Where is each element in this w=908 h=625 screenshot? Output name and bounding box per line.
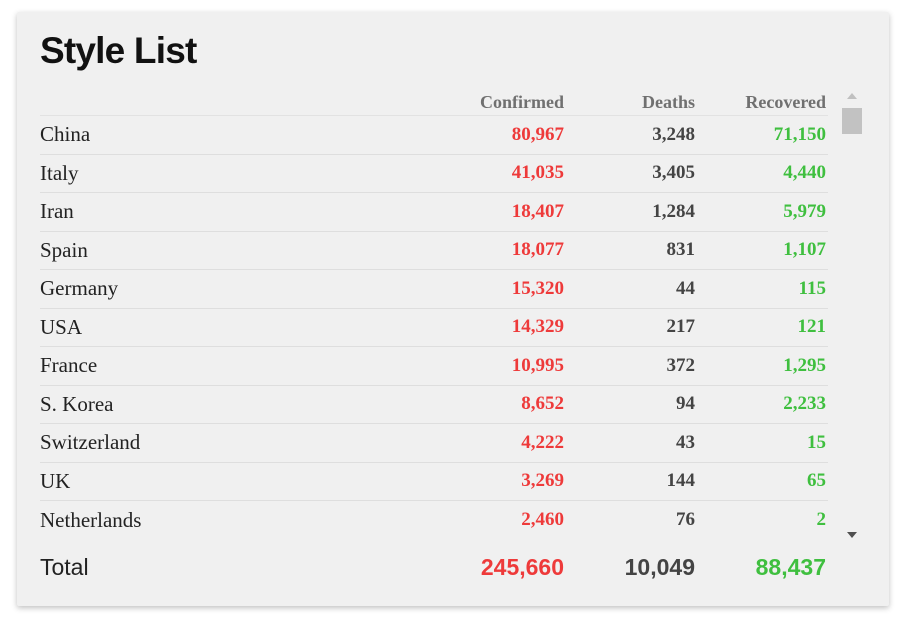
deaths-value: 372: [666, 354, 696, 376]
country-name: Netherlands: [40, 507, 142, 532]
vertical-scrollbar[interactable]: [841, 90, 863, 538]
country-name: USA: [40, 314, 83, 339]
deaths-value: 44: [676, 277, 695, 299]
country-name: UK: [40, 468, 71, 493]
recovered-value: 2,233: [783, 393, 826, 415]
deaths-value: 94: [676, 393, 695, 415]
total-confirmed: 245,660: [480, 553, 564, 580]
deaths-value: 144: [666, 470, 696, 492]
table-row: Netherlands 2,460 76 2: [40, 501, 828, 540]
page-title: Style List: [40, 30, 197, 71]
country-name: France: [40, 353, 98, 378]
total-row: Total 245,660 10,049 88,437: [40, 546, 828, 588]
recovered-value: 115: [798, 277, 826, 299]
table-row: USA 14,329 217 121: [40, 309, 828, 347]
table-row: Italy 41,035 3,405 4,440: [40, 155, 828, 193]
total-recovered: 88,437: [755, 553, 826, 580]
table-row: Germany 15,320 44 115: [40, 270, 828, 309]
confirmed-value: 8,652: [521, 393, 564, 415]
deaths-value: 43: [676, 431, 695, 453]
recovered-value: 71,150: [773, 123, 826, 145]
table-row: Spain 18,077 831 1,107: [40, 232, 828, 270]
recovered-value: 65: [807, 470, 826, 492]
table-row: France 10,995 372 1,295: [40, 347, 828, 386]
recovered-value: 1,295: [783, 354, 826, 376]
confirmed-value: 15,320: [511, 277, 564, 299]
recovered-value: 15: [807, 431, 826, 453]
table-header: Confirmed Deaths Recovered: [40, 80, 828, 116]
recovered-value: 121: [797, 316, 827, 338]
deaths-value: 1,284: [652, 200, 695, 222]
table-row: S. Korea 8,652 94 2,233: [40, 386, 828, 424]
triangle-up-icon[interactable]: [847, 93, 857, 99]
country-name: Italy: [40, 160, 79, 185]
country-name: China: [40, 122, 91, 147]
header-recovered: Recovered: [745, 92, 826, 112]
deaths-value: 3,248: [652, 123, 695, 145]
recovered-value: 2: [816, 509, 827, 531]
country-name: Switzerland: [40, 430, 141, 455]
confirmed-value: 14,329: [511, 316, 564, 338]
header-deaths: Deaths: [642, 92, 695, 112]
table-row: Switzerland 4,222 43 15: [40, 424, 828, 463]
confirmed-value: 80,967: [511, 123, 564, 145]
table-row: UK 3,269 144 65: [40, 463, 828, 501]
deaths-value: 831: [666, 239, 696, 261]
scrollbar-thumb[interactable]: [842, 108, 862, 134]
header-confirmed: Confirmed: [480, 92, 564, 112]
style-list-card: Style List Confirmed Deaths Recovered Ch…: [17, 12, 889, 606]
recovered-value: 5,979: [783, 200, 826, 222]
table-row: Iran 18,407 1,284 5,979: [40, 193, 828, 232]
table-row: China 80,967 3,248 71,150: [40, 116, 828, 155]
country-name: Spain: [40, 237, 88, 262]
total-label: Total: [40, 553, 89, 580]
country-name: Germany: [40, 276, 119, 301]
confirmed-value: 4,222: [521, 431, 564, 453]
country-name: Iran: [40, 199, 74, 224]
country-table[interactable]: Confirmed Deaths Recovered China 80,967 …: [40, 80, 828, 540]
recovered-value: 4,440: [783, 162, 826, 184]
confirmed-value: 18,407: [511, 200, 564, 222]
deaths-value: 217: [666, 316, 696, 338]
deaths-value: 76: [676, 509, 695, 531]
confirmed-value: 10,995: [511, 354, 564, 376]
country-name: S. Korea: [40, 391, 114, 416]
deaths-value: 3,405: [652, 162, 695, 184]
recovered-value: 1,107: [783, 239, 826, 261]
total-deaths: 10,049: [624, 553, 695, 580]
confirmed-value: 3,269: [521, 470, 564, 492]
triangle-down-icon[interactable]: [847, 532, 857, 538]
confirmed-value: 41,035: [511, 162, 564, 184]
confirmed-value: 18,077: [511, 239, 564, 261]
confirmed-value: 2,460: [521, 509, 564, 531]
